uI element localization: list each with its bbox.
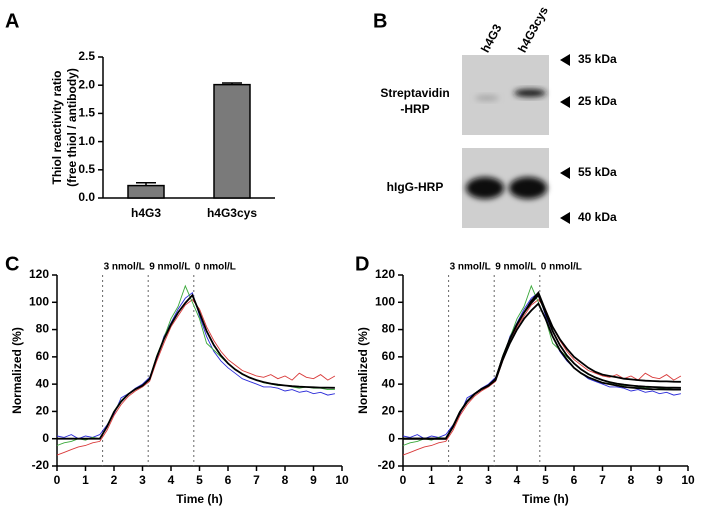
panel-letter: B bbox=[373, 10, 387, 32]
marker-label: 25 kDa bbox=[578, 94, 617, 108]
x-tick-label: 4 bbox=[168, 473, 175, 487]
annotation: 0 nmol/L bbox=[195, 262, 236, 273]
y-tick-label: 2.0 bbox=[78, 77, 95, 91]
y-tick-label: 120 bbox=[375, 267, 395, 281]
x-tick-label: 0 bbox=[54, 473, 61, 487]
marker-arrow bbox=[560, 54, 570, 224]
y-axis-label: (free thiol / antibody) bbox=[65, 68, 79, 187]
blot-band bbox=[514, 89, 546, 97]
y-tick-label: 2.5 bbox=[78, 49, 95, 63]
error-bar bbox=[222, 82, 242, 85]
y-tick-label: 1.5 bbox=[78, 106, 95, 120]
x-tick-label: 7 bbox=[253, 473, 260, 487]
x-tick-label: 2 bbox=[111, 473, 118, 487]
annotation: 0 nmol/L bbox=[541, 262, 582, 273]
data-trace bbox=[56, 298, 336, 456]
x-tick-label: 5 bbox=[196, 473, 203, 487]
blot-band bbox=[475, 95, 499, 101]
x-tick-label: 10 bbox=[681, 473, 695, 487]
data-trace bbox=[56, 291, 335, 440]
error-bar bbox=[136, 182, 156, 186]
data-trace bbox=[402, 298, 682, 456]
y-tick-label: 20 bbox=[382, 404, 396, 418]
x-tick-label: 1 bbox=[82, 473, 89, 487]
marker-label: 55 kDa bbox=[578, 165, 617, 179]
x-tick-label: 6 bbox=[225, 473, 232, 487]
x-tick-label: 9 bbox=[656, 473, 663, 487]
y-tick-label: 60 bbox=[36, 349, 50, 363]
y-tick-label: 120 bbox=[29, 267, 49, 281]
x-tick-label: 9 bbox=[310, 473, 317, 487]
x-tick-label: 10 bbox=[335, 473, 349, 487]
y-axis-label: Normalized (%) bbox=[10, 327, 24, 414]
row-label: -HRP bbox=[400, 102, 429, 116]
lane-label: h4G3cys bbox=[515, 4, 551, 55]
annotation: 9 nmol/L bbox=[149, 262, 190, 273]
data-trace bbox=[56, 284, 335, 446]
bar bbox=[213, 83, 251, 199]
y-tick-label: -20 bbox=[378, 458, 396, 472]
y-tick-label: 80 bbox=[382, 322, 396, 336]
blot-band bbox=[466, 177, 504, 199]
y-tick-label: 40 bbox=[36, 376, 50, 390]
y-tick-label: 0.0 bbox=[78, 190, 95, 204]
x-tick-label: 4 bbox=[514, 473, 521, 487]
annotation: 9 nmol/L bbox=[495, 262, 536, 273]
panel-letter: D bbox=[355, 253, 369, 275]
fit-line bbox=[403, 293, 681, 440]
y-tick-label: 60 bbox=[382, 349, 396, 363]
x-tick-label: 3 bbox=[485, 473, 492, 487]
marker-label: 40 kDa bbox=[578, 210, 617, 224]
y-tick-label: 0.5 bbox=[78, 162, 95, 176]
x-tick-label: h4G3 bbox=[131, 206, 161, 220]
fit-line bbox=[403, 302, 681, 440]
y-tick-label: 100 bbox=[375, 294, 395, 308]
y-tick-label: -20 bbox=[32, 458, 50, 472]
y-tick-label: 20 bbox=[36, 404, 50, 418]
y-axis-label: Thiol reactivity ratio bbox=[50, 70, 64, 184]
y-tick-label: 0 bbox=[388, 431, 395, 445]
bar bbox=[127, 184, 165, 199]
row-label: Streptavidin bbox=[380, 86, 449, 100]
x-tick-label: 0 bbox=[400, 473, 407, 487]
x-tick-label: 8 bbox=[628, 473, 635, 487]
marker-label: 35 kDa bbox=[578, 52, 617, 66]
x-tick-label: 3 bbox=[139, 473, 146, 487]
y-tick-label: 1.0 bbox=[78, 134, 95, 148]
data-trace bbox=[402, 291, 681, 440]
y-axis-label: Normalized (%) bbox=[356, 327, 370, 414]
lane-label: h4G3 bbox=[478, 22, 505, 55]
x-tick-label: 6 bbox=[571, 473, 578, 487]
annotation: 3 nmol/L bbox=[104, 262, 145, 273]
y-tick-label: 100 bbox=[29, 294, 49, 308]
y-tick-label: 40 bbox=[382, 376, 396, 390]
annotation: 3 nmol/L bbox=[450, 262, 491, 273]
y-tick-label: 0 bbox=[42, 431, 49, 445]
x-tick-label: 1 bbox=[428, 473, 435, 487]
fit-line bbox=[57, 293, 335, 440]
x-axis-label: Time (h) bbox=[176, 492, 222, 506]
blot-band bbox=[509, 177, 547, 199]
x-tick-label: 7 bbox=[599, 473, 606, 487]
y-tick-label: 80 bbox=[36, 322, 50, 336]
x-tick-label: h4G3cys bbox=[207, 206, 257, 220]
x-axis-label: Time (h) bbox=[522, 492, 568, 506]
panel-letter: C bbox=[5, 253, 19, 275]
x-tick-label: 5 bbox=[542, 473, 549, 487]
x-tick-label: 2 bbox=[457, 473, 464, 487]
x-tick-label: 8 bbox=[282, 473, 289, 487]
panel-letter: A bbox=[5, 10, 19, 32]
row-label: hIgG-HRP bbox=[387, 180, 444, 194]
fit-line bbox=[403, 290, 681, 440]
